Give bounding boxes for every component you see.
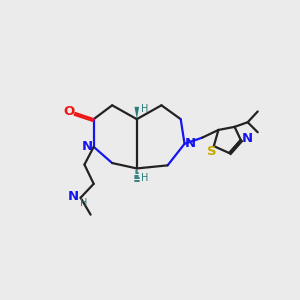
Text: N: N bbox=[185, 136, 196, 149]
Text: N: N bbox=[68, 190, 79, 203]
Text: N: N bbox=[242, 132, 253, 145]
Text: S: S bbox=[208, 145, 217, 158]
Text: H: H bbox=[80, 198, 87, 208]
Text: N: N bbox=[82, 140, 93, 153]
Text: H: H bbox=[141, 104, 148, 114]
Text: O: O bbox=[63, 105, 75, 118]
Text: H: H bbox=[141, 173, 148, 184]
Polygon shape bbox=[134, 107, 139, 119]
